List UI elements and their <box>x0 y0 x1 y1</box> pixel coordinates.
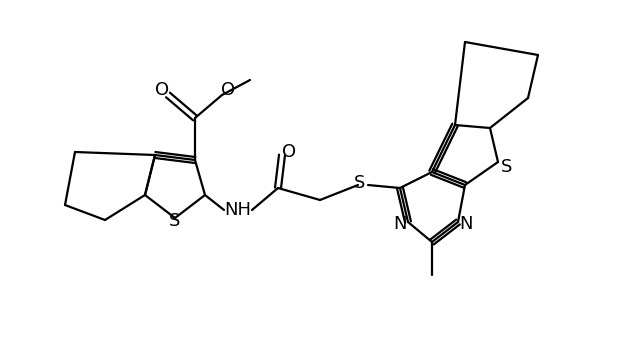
Text: O: O <box>221 81 235 99</box>
Text: NH: NH <box>225 201 252 219</box>
Text: N: N <box>460 215 473 233</box>
Text: S: S <box>170 212 180 230</box>
Text: O: O <box>282 143 296 161</box>
Text: O: O <box>155 81 169 99</box>
Text: S: S <box>501 158 513 176</box>
Text: N: N <box>393 215 407 233</box>
Text: S: S <box>355 174 365 192</box>
